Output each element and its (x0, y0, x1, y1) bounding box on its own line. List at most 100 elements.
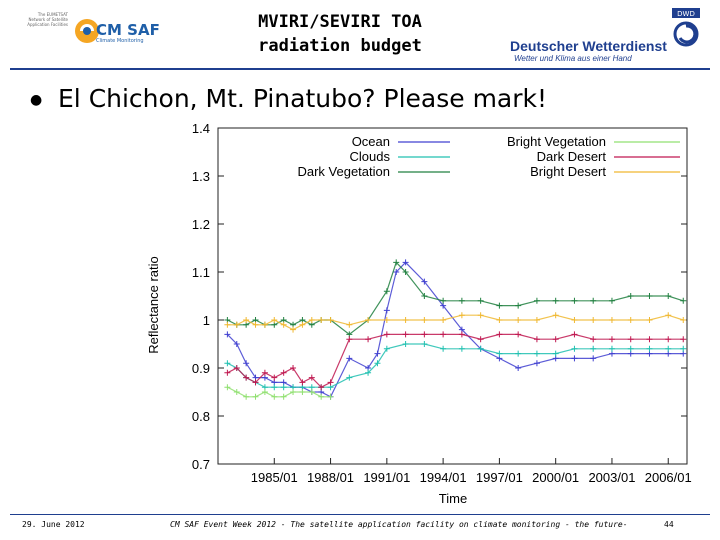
x-tick-label: 1988/01 (307, 470, 354, 485)
data-point (308, 374, 315, 381)
x-tick-label: 2000/01 (532, 470, 579, 485)
dwd-name: Deutscher Wetterdienst (510, 38, 667, 54)
data-point (552, 312, 559, 319)
series-bright-vegetation (224, 384, 334, 400)
x-axis-label: Time (439, 491, 467, 506)
data-point (515, 365, 522, 371)
data-point (571, 355, 578, 362)
data-point (533, 350, 540, 357)
data-point (571, 317, 578, 323)
data-point (608, 297, 615, 304)
plot-border (217, 127, 688, 465)
data-point (402, 317, 409, 323)
data-point (665, 345, 672, 352)
data-point (608, 317, 615, 323)
data-point (280, 393, 287, 400)
cmsaf-network-text: The EUMETSAT Network of Satellite Applic… (27, 12, 68, 27)
cmsaf-subtitle: Climate Monitoring (96, 38, 144, 44)
y-axis-ticks: 0.7 0.8 0.9 1 1.1 1.2 1.3 1.4 (192, 121, 687, 472)
data-point (665, 336, 672, 343)
data-point (458, 345, 465, 352)
data-point (224, 360, 231, 367)
data-point (627, 336, 634, 343)
data-point (233, 365, 240, 371)
data-point (224, 384, 231, 391)
data-point (383, 331, 390, 338)
data-point (496, 331, 503, 338)
data-point (402, 331, 409, 338)
legend-label: Ocean (352, 134, 390, 149)
data-point (590, 336, 597, 343)
data-point (318, 317, 325, 323)
slide-title: MVIRI/SEVIRI TOA radiation budget (190, 10, 490, 58)
series-bright-desert (224, 312, 687, 333)
data-point (243, 374, 250, 381)
x-tick-label: 1997/01 (476, 470, 523, 485)
data-point (280, 384, 287, 391)
data-point (280, 321, 287, 328)
data-point (590, 355, 597, 362)
bullet-text: El Chichon, Mt. Pinatubo? Please mark! (58, 84, 548, 113)
data-point (552, 297, 559, 304)
data-point (243, 317, 250, 323)
data-point (646, 336, 653, 343)
cmsaf-name: CM SAF (96, 21, 160, 39)
data-point (318, 393, 325, 400)
data-point (421, 331, 428, 338)
data-point (421, 293, 428, 299)
data-point (477, 312, 484, 319)
data-point (590, 345, 597, 352)
series-dark-desert (224, 331, 687, 391)
dwd-subtitle: Wetter und Klima aus einer Hand (514, 54, 632, 63)
data-point (646, 345, 653, 352)
data-point (261, 369, 268, 376)
data-point (440, 331, 447, 338)
data-point (458, 331, 465, 338)
data-point (383, 288, 390, 295)
data-point (252, 379, 259, 386)
data-point (383, 345, 390, 352)
data-point (533, 336, 540, 343)
data-point (393, 269, 400, 275)
data-point (608, 345, 615, 352)
data-point (421, 278, 428, 285)
data-point (224, 321, 231, 328)
data-point (365, 317, 372, 323)
legend-label: Dark Vegetation (297, 164, 390, 179)
cmsaf-logo-mark (75, 19, 99, 43)
y-tick-label: 0.9 (192, 361, 210, 376)
reflectance-chart: 0.7 0.8 0.9 1 1.1 1.2 1.3 1.4 1985/01 1988/01 199… (146, 121, 692, 506)
data-point (477, 345, 484, 352)
series-line (227, 314, 684, 331)
data-point (261, 389, 268, 395)
series-line (227, 333, 684, 388)
data-point (346, 336, 353, 343)
x-tick-label: 1991/01 (363, 470, 410, 485)
data-point (590, 317, 597, 323)
series-line (227, 343, 684, 388)
data-point (515, 350, 522, 357)
legend-label: Dark Desert (537, 149, 607, 164)
data-point (680, 345, 687, 352)
data-point (440, 317, 447, 323)
y-tick-label: 1.4 (192, 121, 210, 136)
data-point (299, 321, 306, 328)
data-point (665, 312, 672, 319)
data-point (515, 317, 522, 323)
data-point (680, 317, 687, 323)
data-point (496, 317, 503, 323)
data-point (421, 341, 428, 347)
data-point (383, 307, 390, 314)
data-point (290, 365, 297, 371)
title-line-1: MVIRI/SEVIRI TOA (258, 12, 422, 32)
data-point (271, 393, 278, 400)
footer-event: CM SAF Event Week 2012 - The satellite a… (170, 520, 628, 529)
series-layer (224, 259, 687, 400)
data-point (440, 297, 447, 304)
data-point (224, 369, 231, 376)
x-tick-label: 1994/01 (420, 470, 467, 485)
legend-label: Bright Vegetation (507, 134, 606, 149)
data-point (440, 345, 447, 352)
data-point (233, 341, 240, 347)
